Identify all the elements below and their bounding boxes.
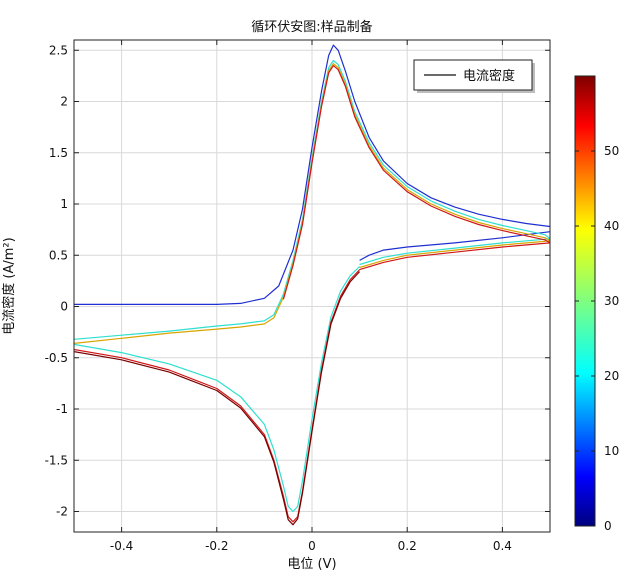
y-tick-label: -2 <box>56 505 68 519</box>
x-axis-ticks: -0.4 -0.2 0 0.2 0.4 <box>110 40 512 553</box>
x-tick-label: 0.4 <box>493 539 512 553</box>
colorbar-tick-label: 10 <box>604 444 619 458</box>
y-tick-label: 1.5 <box>49 146 68 160</box>
y-tick-label: 1 <box>60 197 68 211</box>
series-line-1-anodic <box>74 59 550 340</box>
y-tick-label: -0.5 <box>45 351 68 365</box>
y-tick-label: 2.5 <box>49 43 68 57</box>
series-line-2-anodic <box>74 63 550 344</box>
chart-title: 循环伏安图:样品制备 <box>251 19 372 35</box>
series-line-3-anodic <box>282 65 550 300</box>
colorbar-tick-label: 40 <box>604 219 619 233</box>
series-line-1-cathodic <box>74 266 361 513</box>
x-tick-label: -0.2 <box>205 539 228 553</box>
y-axis-label: 电流密度 (A/m²) <box>1 237 17 334</box>
colorbar-tick-label: 30 <box>604 294 619 308</box>
colorbar-tick-label: 0 <box>604 519 612 533</box>
colorbar-ticks: 0 10 20 30 40 50 <box>575 144 619 533</box>
series-line-3-cathodic <box>74 269 361 523</box>
y-tick-label: 2 <box>60 95 68 109</box>
legend-label: 电流密度 <box>463 68 515 84</box>
y-tick-label: 0 <box>60 300 68 314</box>
x-tick-label: 0 <box>308 539 316 553</box>
x-tick-label: -0.4 <box>110 539 133 553</box>
colorbar-tick-label: 20 <box>604 369 619 383</box>
series-line-4-cathodic <box>74 271 361 526</box>
series-line-0-cathodic <box>359 231 550 261</box>
y-tick-label: 0.5 <box>49 248 68 262</box>
series-line-0-anodic <box>74 44 550 305</box>
grid <box>74 40 550 532</box>
y-axis-ticks: -2 -1.5 -1 -0.5 0 0.5 1 1.5 2 2.5 <box>45 43 550 519</box>
legend: 电流密度 <box>413 59 535 93</box>
y-tick-label: -1 <box>56 402 68 416</box>
x-axis-label: 电位 (V) <box>287 557 336 572</box>
x-tick-label: 0.2 <box>398 539 417 553</box>
y-tick-label: -1.5 <box>45 453 68 467</box>
colorbar-tick-label: 50 <box>604 144 619 158</box>
series-layer <box>74 44 550 526</box>
